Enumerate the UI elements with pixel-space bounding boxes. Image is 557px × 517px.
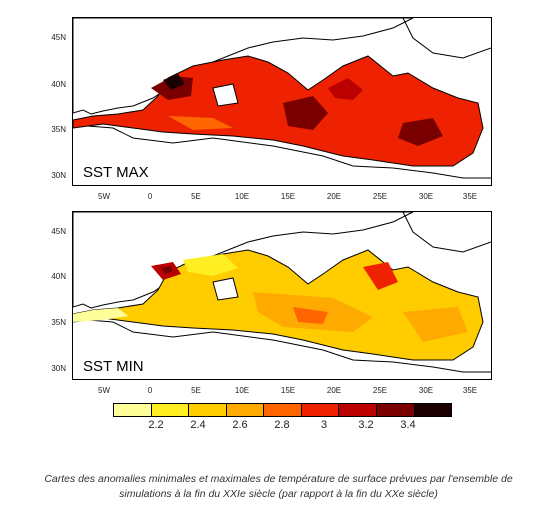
sst-min-map-graphic xyxy=(73,212,491,373)
map-sst-min: SST MIN xyxy=(72,211,492,380)
colorbar-label: 2.2 xyxy=(148,419,164,431)
x-tick-label: 25E xyxy=(372,192,388,201)
caption-line-2: simulations à la fin du XXIe siècle (par… xyxy=(119,488,438,500)
x-tick-label: 0 xyxy=(147,192,153,201)
x-tick-label: 35E xyxy=(462,192,478,201)
y-tick-label: 30N xyxy=(51,171,66,180)
colorbar-label: 3.4 xyxy=(400,419,416,431)
x-tick-label: 5W xyxy=(98,192,110,201)
colorbar-swatch xyxy=(264,404,302,416)
x-tick-label: 25E xyxy=(372,386,388,395)
colorbar-label: 2.8 xyxy=(274,419,290,431)
colorbar-swatch xyxy=(151,404,190,416)
x-tick-label: 20E xyxy=(326,192,342,201)
y-tick-label: 30N xyxy=(51,364,66,373)
x-tick-label: 15E xyxy=(280,192,296,201)
x-tick-label: 30E xyxy=(418,386,434,395)
sst-max-map-graphic xyxy=(73,18,491,179)
x-tick-label: 5E xyxy=(191,386,201,395)
x-tick-label: 5W xyxy=(98,386,110,395)
y-tick-label: 45N xyxy=(51,227,66,236)
map-sst-max: SST MAX xyxy=(72,17,492,186)
colorbar-swatch xyxy=(376,404,415,416)
panel-label-sst-min: SST MIN xyxy=(81,358,146,375)
x-tick-label: 30E xyxy=(418,192,434,201)
colorbar-swatch xyxy=(339,404,377,416)
x-tick-label: 35E xyxy=(462,386,478,395)
x-tick-label: 15E xyxy=(280,386,296,395)
colorbar-swatch xyxy=(189,404,227,416)
y-tick-label: 40N xyxy=(51,272,66,281)
colorbar-swatch xyxy=(301,404,340,416)
x-tick-label: 10E xyxy=(234,192,250,201)
caption-line-1: Cartes des anomalies minimales et maxima… xyxy=(44,473,513,485)
x-tick-label: 5E xyxy=(191,192,201,201)
colorbar-swatch xyxy=(226,404,265,416)
colorbar-label: 2.6 xyxy=(232,419,248,431)
colorbar-label: 3.2 xyxy=(358,419,374,431)
x-tick-label: 0 xyxy=(147,386,153,395)
x-tick-label: 20E xyxy=(326,386,342,395)
colorbar xyxy=(113,403,452,417)
colorbar-swatch xyxy=(114,404,152,416)
y-tick-label: 40N xyxy=(51,80,66,89)
x-tick-label: 10E xyxy=(234,386,250,395)
y-tick-label: 35N xyxy=(51,125,66,134)
figure-caption: Cartes des anomalies minimales et maxima… xyxy=(0,472,557,502)
colorbar-swatch xyxy=(414,404,452,416)
panel-label-sst-max: SST MAX xyxy=(81,164,151,181)
colorbar-label: 3 xyxy=(320,419,328,431)
y-tick-label: 35N xyxy=(51,318,66,327)
colorbar-label: 2.4 xyxy=(190,419,206,431)
y-tick-label: 45N xyxy=(51,33,66,42)
